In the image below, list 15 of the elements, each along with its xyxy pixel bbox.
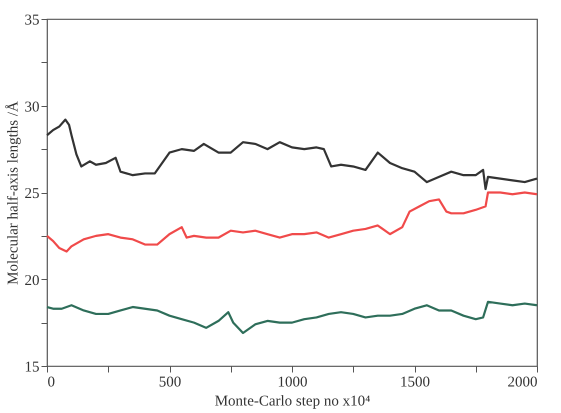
line-series bbox=[46, 191, 538, 253]
y-axis-title: Molecular half-axis lengths /Å bbox=[4, 100, 22, 285]
x-tick-label: 0 bbox=[48, 374, 55, 390]
line-series bbox=[46, 300, 538, 334]
x-tick-label: 500 bbox=[158, 374, 182, 390]
x-tick-label: 1000 bbox=[278, 374, 308, 390]
x-axis-title: Monte-Carlo step no x10⁴ bbox=[214, 394, 370, 410]
x-tick-label: 1500 bbox=[400, 374, 430, 390]
y-tick-label: 35 bbox=[24, 12, 40, 28]
line-series bbox=[46, 118, 538, 190]
y-tick-label: 15 bbox=[24, 360, 40, 376]
x-tick-label: 2000 bbox=[508, 374, 538, 390]
y-tick-label: 20 bbox=[24, 272, 40, 289]
y-tick-label: 25 bbox=[24, 186, 40, 202]
y-tick-label: 30 bbox=[24, 99, 40, 116]
